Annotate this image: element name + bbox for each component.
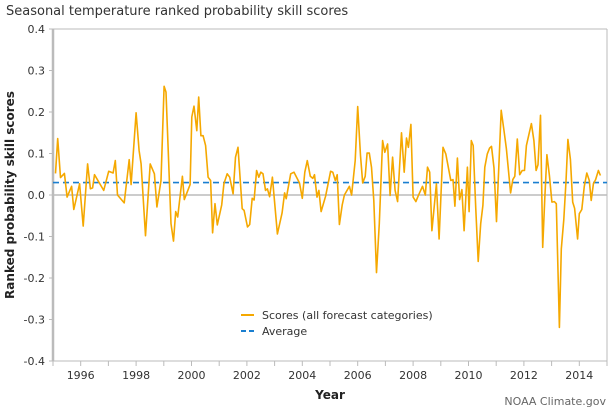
y-tick-label: -0.3 [24, 314, 45, 327]
x-tick-label: 2014 [565, 369, 593, 382]
x-tick-label: 1996 [67, 369, 95, 382]
x-tick-label: 1998 [122, 369, 150, 382]
y-tick-label: 0.2 [28, 106, 46, 119]
x-tick-label: 2006 [344, 369, 372, 382]
x-tick-label: 2000 [178, 369, 206, 382]
chart-title: Seasonal temperature ranked probability … [6, 4, 348, 19]
y-tick-label: 0.3 [28, 65, 46, 78]
x-tick-label: 2002 [233, 369, 261, 382]
legend-label-average: Average [262, 325, 307, 338]
x-axis-label: Year [314, 388, 345, 402]
scores-line [54, 85, 602, 329]
x-tick-label: 2008 [399, 369, 427, 382]
y-tick-label: -0.1 [24, 231, 45, 244]
y-axis-ticks: 0.4 0.3 0.2 0.1 0.0 -0.1 -0.2 -0.3 -0.4 [24, 23, 53, 368]
series-layer [53, 85, 607, 329]
x-axis-ticks: 1996 1998 2000 2002 2004 2006 2008 2010 2012 2014 [52, 361, 608, 382]
y-tick-label: -0.4 [24, 355, 45, 368]
credit: NOAA Climate.gov [504, 395, 606, 408]
y-axis-label: Ranked probability skill scores [3, 91, 17, 299]
legend: Scores (all forecast categories) Average [241, 309, 433, 338]
x-tick-label: 2004 [288, 369, 316, 382]
y-tick-label: 0.0 [28, 189, 46, 202]
legend-label-scores: Scores (all forecast categories) [262, 309, 433, 322]
x-tick-label: 2012 [510, 369, 538, 382]
y-tick-label: 0.1 [28, 148, 46, 161]
y-tick-label: 0.4 [28, 23, 46, 36]
x-tick-label: 2010 [455, 369, 483, 382]
y-tick-label: -0.2 [24, 272, 45, 285]
